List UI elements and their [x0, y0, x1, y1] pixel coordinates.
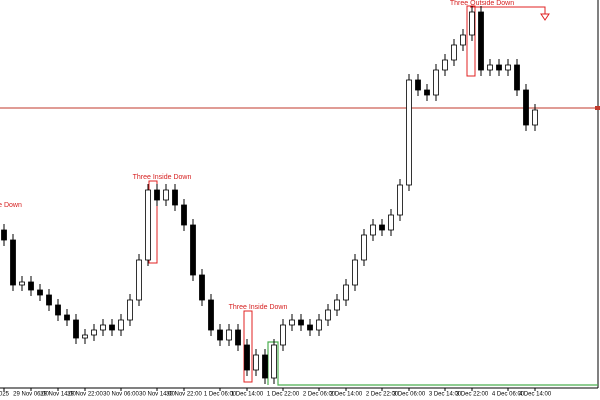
x-tick-label: 1 Dec 14:00: [231, 392, 264, 398]
candle-body: [46, 294, 52, 306]
candle-body: [235, 329, 241, 346]
x-tick-label: 025: [0, 392, 10, 398]
candle-body: [460, 34, 466, 46]
candle-body: [487, 64, 493, 71]
x-tick-label: 3 Dec 14:00: [429, 392, 462, 398]
candle-body: [343, 284, 349, 301]
candle-body: [415, 79, 421, 91]
candle-body: [64, 314, 70, 321]
candle-body: [19, 281, 25, 286]
x-tick-label: 1 Dec 22:00: [267, 392, 300, 398]
candle-body: [496, 64, 502, 71]
candle-body: [424, 89, 430, 96]
candle-body: [406, 79, 412, 186]
signal-line: [267, 341, 598, 386]
candle-body: [289, 319, 295, 326]
candle-body: [352, 259, 358, 286]
candle-body: [370, 224, 376, 236]
arrow-icon: [540, 13, 550, 21]
candle-body: [127, 299, 133, 321]
candle-body: [208, 299, 214, 331]
candle-body: [226, 329, 232, 341]
pattern-box: [466, 5, 476, 77]
annotation: Three Outside Down: [450, 0, 514, 7]
candle-body: [154, 189, 160, 201]
candle-body: [523, 89, 529, 126]
candle-body: [442, 59, 448, 71]
candle-body: [253, 354, 259, 371]
candle-body: [82, 334, 88, 339]
candle-body: [307, 324, 313, 331]
x-tick-label: 30 Nov 06:00: [103, 392, 139, 398]
arrow-line: [470, 6, 546, 14]
candle-body: [109, 324, 115, 331]
candle-body: [532, 109, 538, 126]
x-tick-label: 29 Nov 22:00: [67, 392, 103, 398]
x-tick-label: 3 Dec 06:00: [393, 392, 426, 398]
candle-body: [514, 64, 520, 91]
candle-body: [388, 214, 394, 231]
x-tick-label: 2 Dec 06:00: [303, 392, 336, 398]
candle-body: [271, 344, 277, 379]
candle-body: [145, 189, 151, 261]
x-tick-label: 2 Dec 22:00: [366, 392, 399, 398]
candle-body: [334, 299, 340, 311]
candle-body: [478, 11, 484, 71]
candle-body: [163, 189, 169, 201]
x-tick-label: 2 Dec 14:00: [330, 392, 363, 398]
candle-body: [100, 324, 106, 331]
candle-body: [379, 224, 385, 231]
x-tick-label: 3 Dec 22:00: [456, 392, 489, 398]
x-tick-label: 30 Nov 22:00: [166, 392, 202, 398]
candle-body: [244, 344, 250, 371]
candle-body: [55, 304, 61, 316]
candle-body: [217, 329, 223, 341]
candle-body: [181, 204, 187, 226]
candle-body: [316, 319, 322, 331]
x-tick-label: 29 Nov 06:00: [13, 392, 49, 398]
x-tick-label: 30 Nov 14:00: [139, 392, 175, 398]
candle-body: [325, 309, 331, 321]
annotation: e Down: [0, 202, 22, 209]
candle-body: [361, 234, 367, 261]
pattern-box: [243, 310, 253, 383]
candle-body: [91, 329, 97, 336]
candle-body: [28, 281, 34, 291]
candle-body: [469, 11, 475, 36]
candle-body: [172, 189, 178, 206]
annotation: Three Inside Down: [229, 304, 288, 311]
x-tick-label: 4 Dec 06:00: [492, 392, 525, 398]
candle-body: [280, 324, 286, 346]
candle-body: [505, 64, 511, 71]
x-tick-label: 29 Nov 14:00: [40, 392, 76, 398]
candle-body: [190, 224, 196, 276]
candle-body: [199, 274, 205, 301]
level-marker: [595, 106, 600, 110]
annotation: Three Inside Down: [133, 174, 192, 181]
candle-body: [433, 69, 439, 96]
candle-body: [37, 289, 43, 296]
candle-body: [118, 319, 124, 331]
candle-body: [262, 354, 268, 379]
x-tick-label: 1 Dec 06:00: [204, 392, 237, 398]
candle-body: [10, 239, 16, 286]
candle-body: [73, 319, 79, 339]
candle-body: [298, 319, 304, 326]
x-tick-label: 4 Dec 14:00: [519, 392, 552, 398]
candle-body: [1, 229, 7, 241]
candle-body: [136, 259, 142, 301]
candle-body: [397, 184, 403, 216]
candle-body: [451, 44, 457, 61]
